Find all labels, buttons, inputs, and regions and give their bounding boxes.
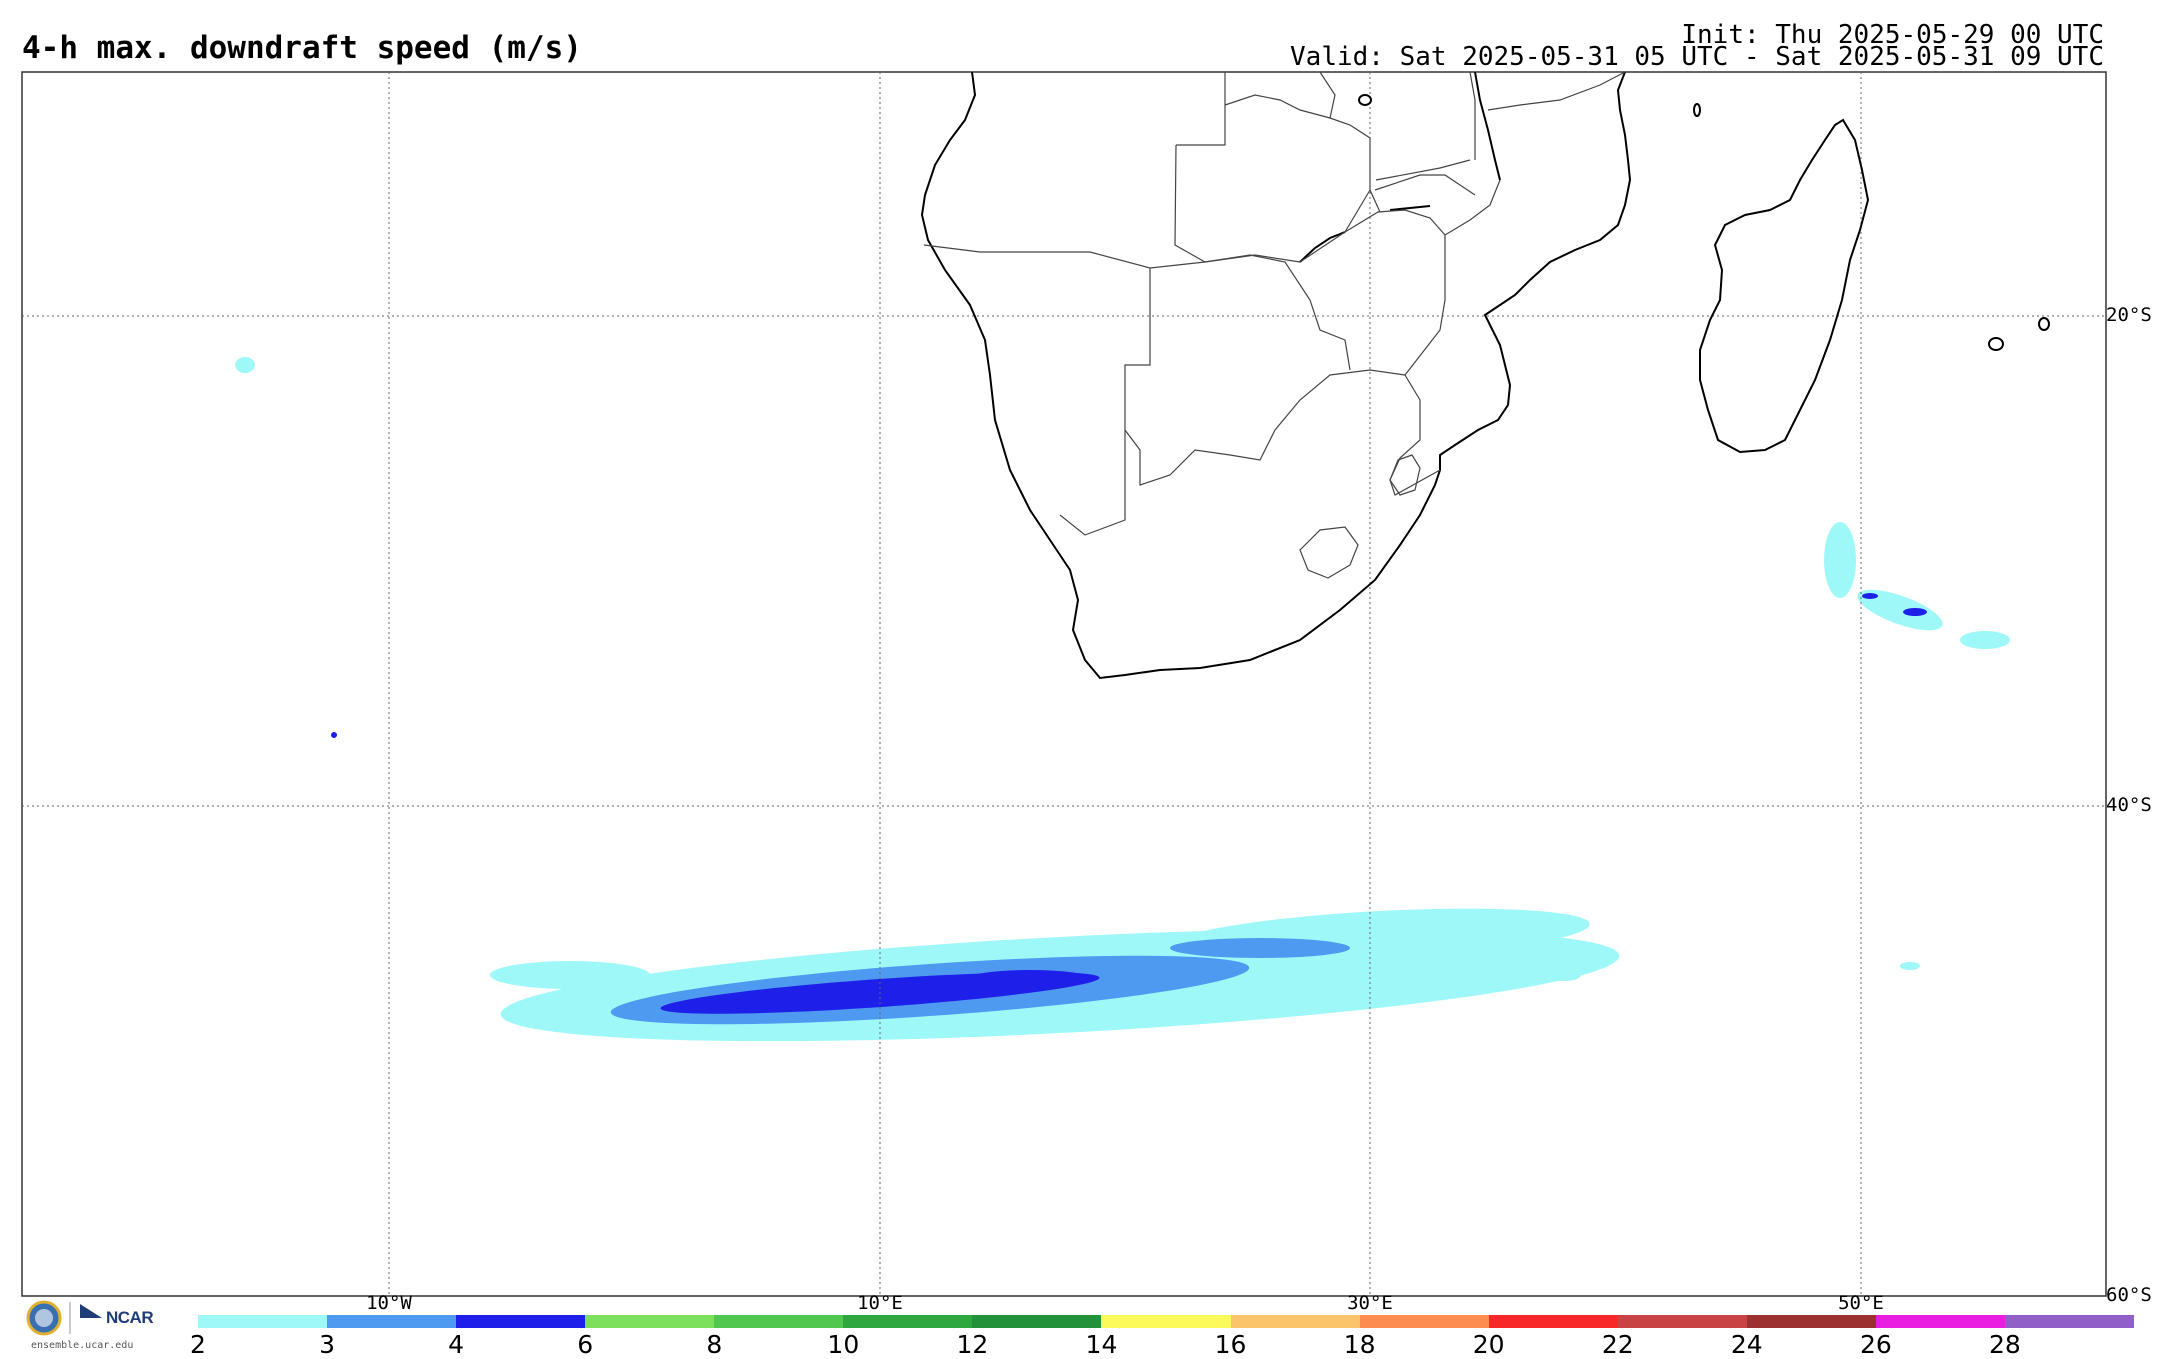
- colorbar-segment: [714, 1315, 844, 1328]
- field-medium-east: [1170, 938, 1350, 958]
- lat-label-20s: 20°S: [2106, 304, 2152, 326]
- lake-mweru: [1358, 94, 1372, 106]
- colorbar-segment: [1359, 1315, 1490, 1328]
- colorbar-tick-label: 18: [1343, 1330, 1376, 1359]
- colorbar-tick-label: 8: [706, 1330, 723, 1359]
- field-io-6: [1549, 969, 1581, 981]
- downdraft-field: [235, 357, 2010, 1042]
- lake-tanganyika-south: [1389, 205, 1431, 211]
- colorbar-segment: [972, 1315, 1102, 1328]
- colorbar-tick-label: 12: [956, 1330, 989, 1359]
- colorbar-tick-label: 20: [1472, 1330, 1505, 1359]
- init-time: Init: Thu 2025-05-29 00 UTC: [1681, 20, 2104, 50]
- colorbar-tick-label: 26: [1859, 1330, 1892, 1359]
- field-strong-core2: [970, 970, 1090, 986]
- field-io-3: [1960, 631, 2010, 649]
- field-io-4: [1903, 608, 1927, 616]
- colorbar-segment: [1617, 1315, 1748, 1328]
- colorbar-segment: [843, 1315, 973, 1328]
- colorbar-segment: [2004, 1315, 2135, 1328]
- lesotho-border: [1299, 526, 1359, 579]
- map-title: 4-h max. downdraft speed (m/s): [22, 30, 582, 66]
- field-light-west: [490, 961, 650, 989]
- lon-label-30e: 30°E: [1347, 1292, 1393, 1314]
- mauritius-island: [2038, 317, 2050, 331]
- madagascar-coastline: [1699, 118, 1870, 454]
- field-atl-2: [331, 732, 337, 738]
- colorbar-segment: [1746, 1315, 1877, 1328]
- logo-site-text: ensemble.ucar.edu: [31, 1340, 134, 1351]
- lat-label-40s: 40°S: [2106, 794, 2152, 816]
- colorbar-tick-label: 3: [319, 1330, 336, 1359]
- lon-label-10e: 10°E: [857, 1292, 903, 1314]
- colorbar-segment: [1875, 1315, 2006, 1328]
- field-io-2: [1857, 589, 1943, 631]
- graticule: [22, 72, 2106, 1296]
- colorbar-tick-label: 16: [1214, 1330, 1247, 1359]
- comoros-island: [1693, 103, 1701, 117]
- valid-time: Valid: Sat 2025-05-31 05 UTC - Sat 2025-…: [1290, 42, 2104, 72]
- lake-kariba: [1299, 231, 1346, 263]
- colorbar-tick-label: 6: [577, 1330, 594, 1359]
- colorbar-tick-label: 28: [1989, 1330, 2021, 1359]
- country-borders: [923, 71, 1626, 536]
- lon-label-10w: 10°W: [366, 1292, 412, 1314]
- colorbar-tick-label: 14: [1085, 1330, 1118, 1359]
- lat-label-60s: 60°S: [2106, 1284, 2152, 1306]
- reunion-island: [1988, 337, 2004, 351]
- ncar-logo-text: NCAR: [106, 1308, 154, 1327]
- colorbar-tick-label: 4: [448, 1330, 465, 1359]
- lon-label-50e: 50°E: [1838, 1292, 1884, 1314]
- lake-malawi: [1474, 71, 1501, 181]
- eswatini-border: [1389, 454, 1421, 496]
- colorbar-segment: [1488, 1315, 1619, 1328]
- colorbar-segment: [1230, 1315, 1361, 1328]
- field-io-1: [1824, 522, 1856, 598]
- nsf-logo: [26, 1300, 102, 1336]
- plot-frame: [21, 71, 2107, 1297]
- colorbar-segment: [327, 1315, 457, 1328]
- colorbar-segment: [198, 1315, 328, 1328]
- colorbar-tick-label: 22: [1601, 1330, 1634, 1359]
- africa-coastline: [920, 71, 1632, 680]
- colorbar-segment: [585, 1315, 715, 1328]
- colorbar-tick-label: 24: [1730, 1330, 1763, 1359]
- colorbar-segment: [1101, 1315, 1232, 1328]
- colorbar-tick-label: 2: [190, 1330, 206, 1359]
- field-io-5: [1862, 593, 1878, 599]
- field-io-7: [1900, 962, 1920, 970]
- colorbar-tick-label: 10: [827, 1330, 860, 1359]
- field-atl-1: [235, 357, 255, 373]
- colorbar-segment: [456, 1315, 586, 1328]
